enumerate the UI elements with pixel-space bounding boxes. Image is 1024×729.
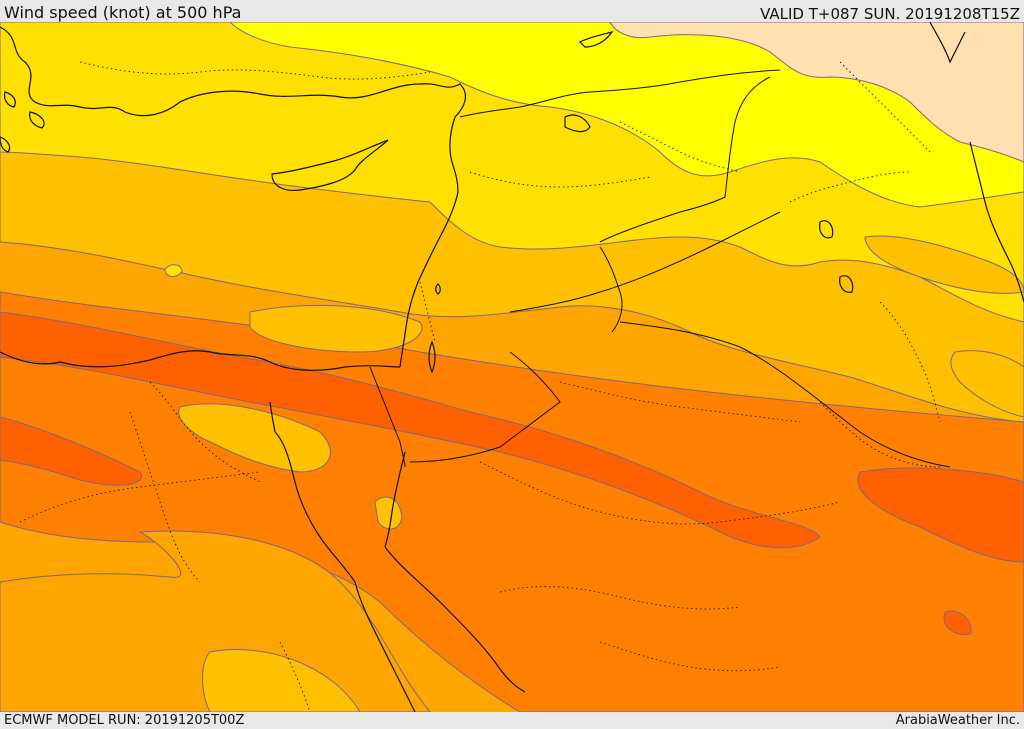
dead-sea <box>428 340 436 374</box>
lake-van <box>564 114 591 133</box>
regional-border <box>819 401 941 468</box>
wind-band-weakest <box>609 22 1024 163</box>
wind-band-strongest <box>0 311 821 549</box>
regional-border <box>469 171 651 188</box>
north-africa-coast <box>0 350 401 371</box>
anatolia-coast <box>0 26 467 118</box>
regional-border <box>419 281 436 343</box>
red-sea-west-coast <box>354 581 416 712</box>
regional-border <box>499 586 741 610</box>
footer-bar: ECMWF MODEL RUN: 20191205T00Z ArabiaWeat… <box>0 712 1024 729</box>
regional-border <box>79 61 431 80</box>
iraq-saudi-border <box>509 211 781 313</box>
regional-borders <box>19 61 941 712</box>
wind-band-strongest-east-small <box>943 610 972 636</box>
cyprus <box>271 139 389 192</box>
regional-border <box>559 381 801 423</box>
model-run-label: ECMWF MODEL RUN: 20191205T00Z <box>4 713 245 728</box>
egypt-libya-border <box>369 366 406 468</box>
wind-band-strongest-east <box>857 467 1024 563</box>
turkey-syria-border <box>459 69 781 118</box>
jordan-saudi-border <box>599 246 623 333</box>
regional-border <box>789 171 911 203</box>
wind-map <box>0 22 1024 712</box>
regional-border <box>19 471 261 523</box>
regional-border <box>279 641 311 712</box>
header-bar: Wind speed (knot) at 500 hPa VALID T+087… <box>0 0 1024 23</box>
wind-band-moderate-south <box>202 649 361 712</box>
gulf-of-aqaba <box>384 451 406 548</box>
saudi-border-south <box>409 351 561 463</box>
gulf-of-suez <box>274 431 356 583</box>
map-title: Wind speed (knot) at 500 hPa <box>4 3 242 22</box>
regional-border <box>599 641 781 672</box>
regional-border <box>879 301 941 423</box>
iraq-kuwait-border <box>619 321 951 468</box>
wind-band-moderate-pocket-3 <box>864 235 1024 294</box>
wind-band-moderate-pocket-2 <box>178 403 331 473</box>
regional-border <box>479 461 841 525</box>
wind-band-moderate-pocket-1 <box>249 304 423 353</box>
wind-band-strongest-west <box>0 416 143 486</box>
regional-border <box>149 381 261 483</box>
syria-iraq-border <box>599 76 771 243</box>
lake-urmia <box>578 30 614 48</box>
wind-band-moderate-pocket-5 <box>374 496 403 530</box>
credit-label: ArabiaWeather Inc. <box>895 713 1020 728</box>
wind-band-moderate-pocket-4 <box>950 350 1024 418</box>
aegean-islands <box>0 91 45 153</box>
red-sea-east-coast <box>384 546 526 693</box>
wind-map-svg <box>0 22 1024 712</box>
coastlines <box>0 22 1024 712</box>
regional-border <box>839 61 931 153</box>
persian-gulf-coast <box>969 141 1024 303</box>
wind-band-strong-south <box>0 530 431 712</box>
sea-of-galilee <box>435 283 441 295</box>
political-borders <box>369 69 951 468</box>
valid-time: VALID T+087 SUN. 20191208T15Z <box>760 5 1020 23</box>
regional-border <box>619 121 741 173</box>
regional-border <box>129 411 201 583</box>
sinai-west-coast <box>269 401 276 433</box>
gulf-islands <box>819 220 854 293</box>
wind-band-light-pocket <box>164 264 183 277</box>
levant-coast <box>399 116 459 368</box>
caspian-edge <box>929 22 966 64</box>
